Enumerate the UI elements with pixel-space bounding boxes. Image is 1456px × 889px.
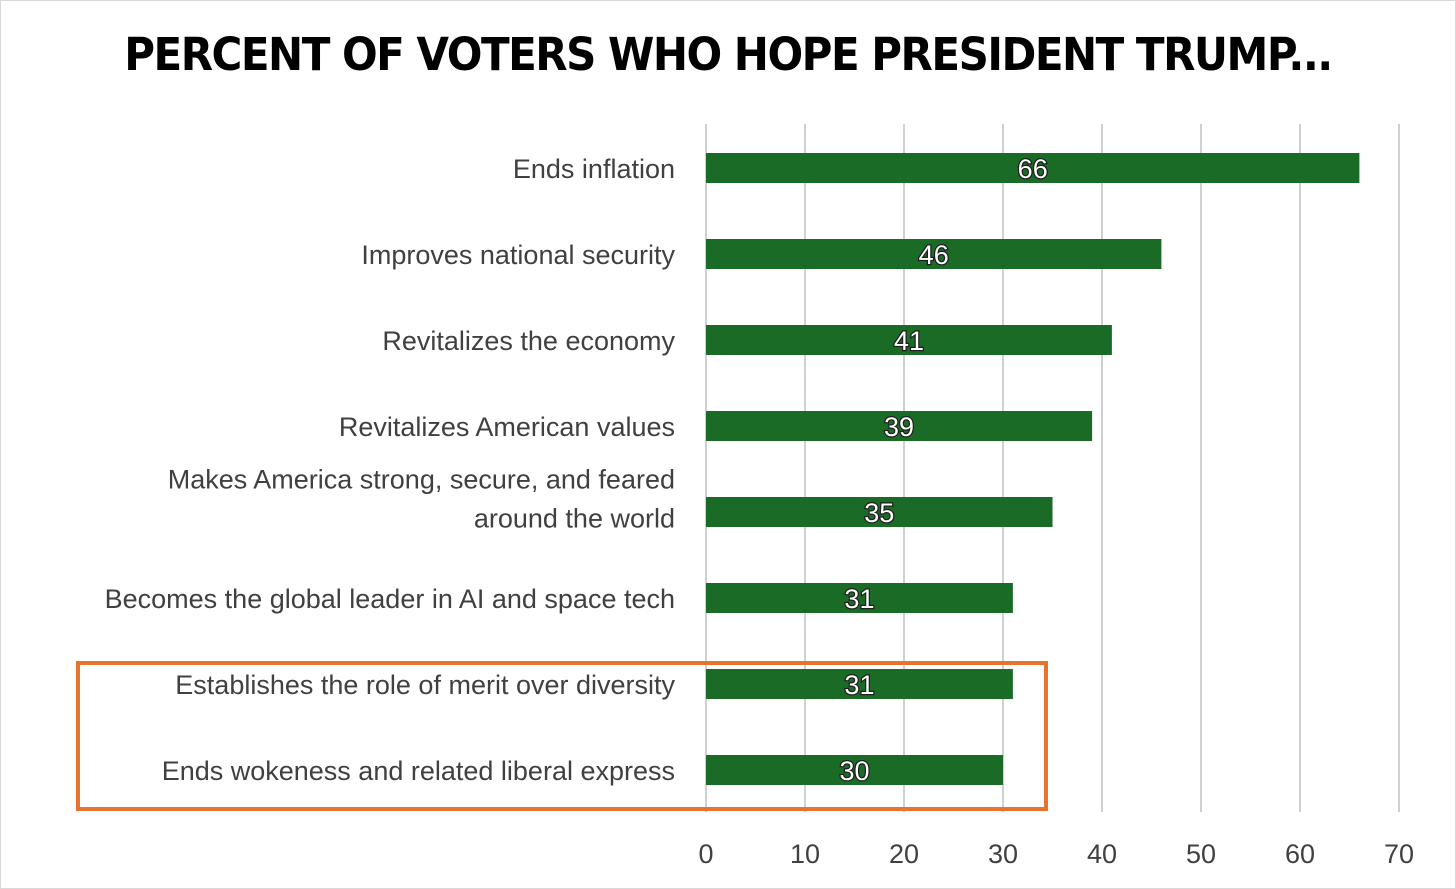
bar — [706, 325, 1112, 355]
bar — [706, 411, 1093, 441]
bar — [706, 669, 1013, 699]
bar — [706, 583, 1013, 613]
data-label: 31 — [844, 584, 874, 614]
highlight-box — [76, 661, 1048, 811]
category-label: Becomes the global leader in AI and spac… — [105, 584, 675, 614]
category-label: Establishes the role of merit over diver… — [175, 670, 675, 700]
data-label: 66 — [1018, 154, 1048, 184]
bar — [706, 153, 1360, 183]
category-label: Revitalizes American values — [339, 412, 675, 442]
x-tick-label: 0 — [698, 839, 713, 869]
category-label: Ends wokeness and related liberal expres… — [162, 756, 675, 786]
bar — [706, 755, 1003, 785]
bar — [706, 497, 1053, 527]
data-label: 30 — [839, 756, 869, 786]
data-label: 46 — [919, 240, 949, 270]
x-tick-label: 30 — [988, 839, 1018, 869]
data-label: 41 — [894, 326, 924, 356]
category-label: Revitalizes the economy — [382, 326, 675, 356]
category-label: Improves national security — [361, 240, 675, 270]
chart-title: PERCENT OF VOTERS WHO HOPE PRESIDENT TRU… — [124, 28, 1333, 81]
x-tick-label: 40 — [1087, 839, 1117, 869]
x-tick-label: 10 — [790, 839, 820, 869]
bar — [706, 239, 1162, 269]
x-tick-label: 20 — [889, 839, 919, 869]
category-label: Makes America strong, secure, and feared — [168, 465, 675, 495]
category-label: Ends inflation — [513, 154, 675, 184]
x-tick-label: 50 — [1186, 839, 1216, 869]
data-label: 35 — [864, 498, 894, 528]
category-label: around the world — [474, 504, 675, 534]
data-label: 39 — [884, 412, 914, 442]
x-tick-label: 70 — [1384, 839, 1414, 869]
data-label: 31 — [844, 670, 874, 700]
x-tick-label: 60 — [1285, 839, 1315, 869]
